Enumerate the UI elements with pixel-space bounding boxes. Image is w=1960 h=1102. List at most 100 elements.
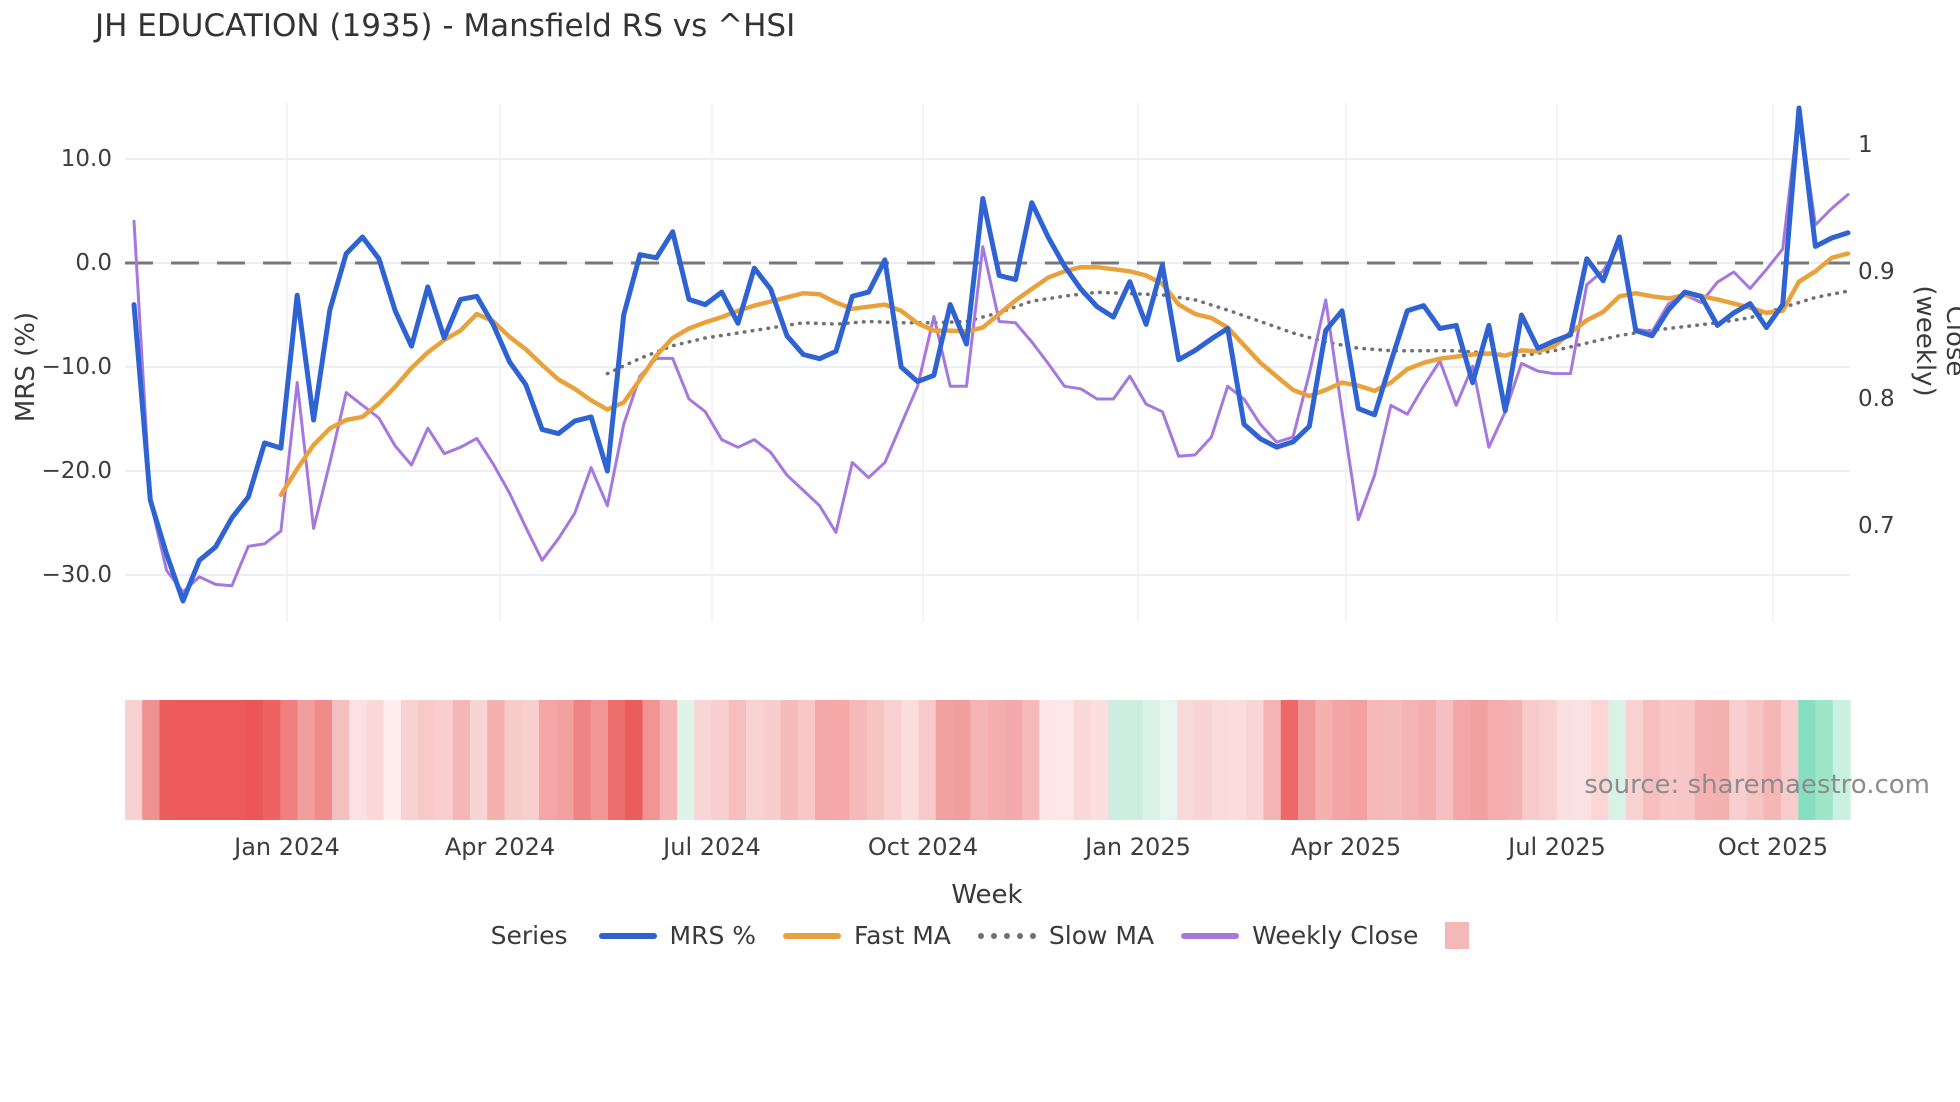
heatmap-cell [366, 700, 385, 820]
heatmap-cell [1298, 700, 1316, 820]
heatmap-cell [1815, 700, 1834, 820]
legend-item-label: Fast MA [854, 921, 951, 950]
heatmap-cell [245, 700, 264, 820]
heatmap-cell [1746, 700, 1765, 820]
left-axis-tick-label: −10.0 [41, 354, 112, 380]
legend-swatch-line-icon [598, 932, 657, 939]
x-axis-title: Week [951, 880, 1023, 910]
right-axis-tick-label: 0.9 [1858, 259, 1895, 285]
heatmap-cell [1522, 700, 1541, 820]
legend-item-fast-ma: Fast MA [783, 921, 951, 950]
legend-item-weekly-close: Weekly Close [1181, 921, 1418, 950]
heatmap-cell [228, 700, 247, 820]
heatmap-cell [935, 700, 954, 820]
legend-swatch-dotted-icon [977, 932, 1036, 939]
heatmap-cell [642, 700, 661, 820]
left-axis-tick-label: −20.0 [41, 458, 112, 484]
heatmap-cell [953, 700, 971, 820]
heatmap-cell [884, 700, 902, 820]
heatmap-cell [1194, 700, 1213, 820]
heatmap-cell [332, 700, 350, 820]
heatmap-cell [608, 700, 626, 820]
heatmap-cell [1367, 700, 1385, 820]
heatmap-cell [849, 700, 868, 820]
series-line-mrs- [131, 105, 1851, 604]
heatmap-cell [1022, 700, 1040, 820]
heatmap-cell [780, 700, 799, 820]
heatmap-cell [1332, 700, 1351, 820]
legend-item-mrs-: MRS % [598, 921, 757, 950]
heatmap-cell [1315, 700, 1334, 820]
heatmap-cell [866, 700, 885, 820]
source-attribution: source: sharemaestro.com [1584, 770, 1930, 800]
heatmap-cell [1505, 700, 1523, 820]
heatmap-cell [987, 700, 1006, 820]
heatmap-cell [1556, 700, 1575, 820]
heatmap-cell [573, 700, 592, 820]
heatmap-cell [694, 700, 713, 820]
heatmap-cell [263, 700, 281, 820]
heatmap-cell [797, 700, 816, 820]
heatmap-cell [159, 700, 178, 820]
right-axis-title: Close (weekly) [1910, 285, 1960, 397]
x-axis-tick-label: Oct 2024 [867, 833, 979, 861]
heatmap-cell [521, 700, 540, 820]
series-line-fast-ma [278, 251, 1851, 498]
legend-item-heatmap [1445, 922, 1470, 949]
heatmap-cell [1401, 700, 1420, 820]
heatmap-cell [1574, 700, 1592, 820]
heatmap-cell [280, 700, 299, 820]
heatmap-cell [176, 700, 195, 820]
heatmap-cell [590, 700, 609, 820]
heatmap-cell [1177, 700, 1196, 820]
heatmap-cell [452, 700, 471, 820]
heatmap-cell [1263, 700, 1282, 820]
heatmap-cell [539, 700, 557, 820]
heatmap-cell [435, 700, 454, 820]
heatmap-cell [1763, 700, 1782, 820]
x-axis-tick-label: Jan 2024 [234, 833, 340, 861]
heatmap-cell [728, 700, 747, 820]
chart-title: JH EDUCATION (1935) - Mansfield RS vs ^H… [95, 8, 796, 44]
legend-item-label: Slow MA [1048, 921, 1155, 950]
heatmap-cell [470, 700, 488, 820]
heatmap-cell [1832, 700, 1851, 820]
heatmap-cell [746, 700, 764, 820]
heatmap-cell [1608, 700, 1627, 820]
x-axis-tick-label: Apr 2025 [1290, 833, 1402, 861]
right-axis-tick-label: 0.7 [1858, 513, 1895, 539]
x-axis-tick-label: Jul 2024 [663, 833, 761, 861]
heatmap-cell [1539, 700, 1558, 820]
heatmap-cell [297, 700, 316, 820]
heatmap-cell [1073, 700, 1092, 820]
heatmap-cell [142, 700, 161, 820]
heatmap-cell [1349, 700, 1368, 820]
left-axis-tick-label: −30.0 [41, 562, 112, 588]
heatmap-cell [349, 700, 368, 820]
heatmap-cell [1108, 700, 1127, 820]
heatmap-cell [418, 700, 437, 820]
heatmap-cell [125, 700, 143, 820]
right-axis-tick-label: 1 [1858, 132, 1873, 158]
heatmap-cell [1418, 700, 1437, 820]
heatmap-cell [763, 700, 782, 820]
heatmap-cell [1091, 700, 1109, 820]
left-axis-tick-label: 0.0 [75, 250, 112, 276]
legend-swatch-line-icon [783, 932, 842, 939]
heatmap-cell [1781, 700, 1799, 820]
legend-title: Series [490, 921, 568, 950]
heatmap-cell [1677, 700, 1696, 820]
heatmap-cell [1056, 700, 1075, 820]
heatmap-cell [1436, 700, 1454, 820]
heatmap-cell [1246, 700, 1265, 820]
x-axis-tick-label: Jan 2025 [1085, 833, 1191, 861]
heatmap-cell [918, 700, 937, 820]
left-axis-tick-label: 10.0 [60, 146, 112, 172]
heatmap-cell [1487, 700, 1506, 820]
heatmap-cell [1591, 700, 1610, 820]
x-axis-tick-label: Oct 2025 [1717, 833, 1829, 861]
legend-item-label: MRS % [669, 921, 757, 950]
heatmap-cell [832, 700, 851, 820]
heatmap-cell [211, 700, 230, 820]
